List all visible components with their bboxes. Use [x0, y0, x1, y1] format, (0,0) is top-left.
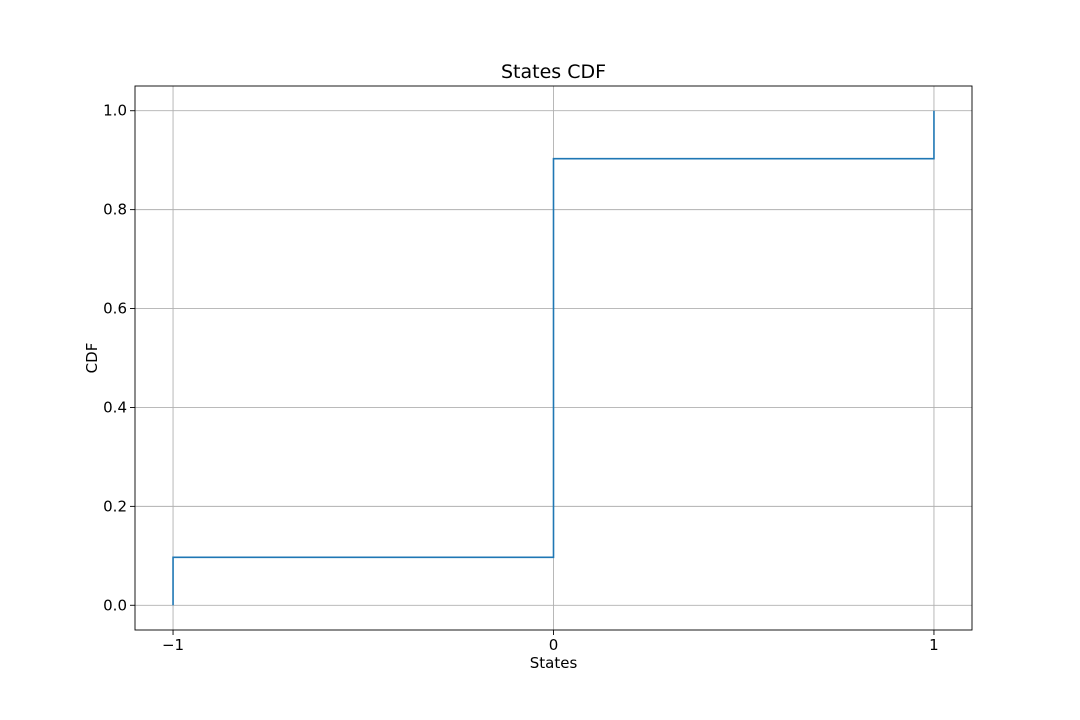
x-axis-title: States: [530, 654, 578, 672]
y-tick-label: 0.4: [103, 398, 127, 416]
chart-title: States CDF: [501, 61, 606, 83]
cdf-step-line: [172, 110, 935, 606]
y-tick-label: 0.0: [103, 596, 127, 614]
y-axis-title: CDF: [83, 343, 101, 374]
series-layer: [172, 110, 935, 606]
y-tick-label: 0.6: [103, 300, 127, 318]
x-tick-label: −1: [162, 636, 184, 654]
y-tick-label: 0.8: [103, 201, 127, 219]
x-tick-label: 1: [929, 636, 939, 654]
y-axis: 0.0 0.2 0.4 0.6 0.8 1.0: [103, 102, 135, 614]
x-tick-label: 0: [549, 636, 559, 654]
x-axis: −1 0 1: [162, 630, 939, 654]
y-tick-label: 1.0: [103, 102, 127, 120]
y-tick-label: 0.2: [103, 497, 127, 515]
